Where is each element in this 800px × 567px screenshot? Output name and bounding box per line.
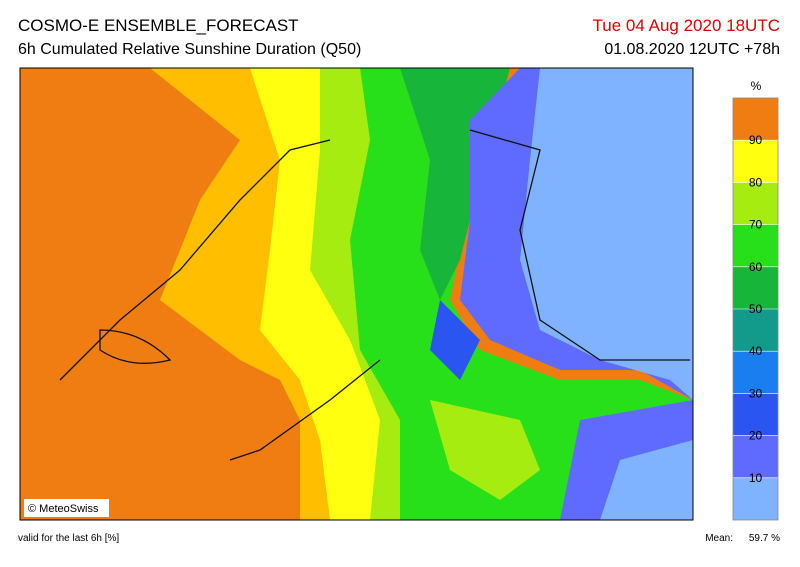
colorbar-band: [733, 351, 778, 394]
colorbar-band: [733, 224, 778, 267]
colorbar-tick-label: 10: [749, 471, 763, 485]
colorbar-band: [733, 266, 778, 309]
colorbar-tick-label: 60: [749, 260, 763, 274]
footer-note: valid for the last 6h [%]: [18, 533, 119, 544]
mean-label: Mean:: [705, 533, 733, 544]
colorbar-band: [733, 140, 778, 183]
colorbar-band: [733, 477, 778, 520]
colorbar-band: [733, 435, 778, 478]
mean-value: 59.7 %: [749, 533, 780, 544]
valid-time: Tue 04 Aug 2020 18UTC: [593, 16, 780, 35]
run-time: 01.08.2020 12UTC +78h: [604, 41, 780, 58]
colorbar-unit: %: [751, 79, 762, 93]
colorbar-tick-label: 70: [749, 218, 763, 232]
colorbar-tick-label: 50: [749, 302, 763, 316]
colorbar-tick-label: 90: [749, 133, 763, 147]
title: COSMO-E ENSEMBLE_FORECAST: [18, 16, 299, 35]
colorbar-band: [733, 182, 778, 225]
colorbar-band: [733, 98, 778, 141]
colorbar-band: [733, 309, 778, 352]
colorbar-band: [733, 393, 778, 436]
colorbar-tick-label: 40: [749, 344, 763, 358]
subtitle: 6h Cumulated Relative Sunshine Duration …: [18, 41, 361, 58]
copyright: © MeteoSwiss: [28, 503, 99, 515]
colorbar-tick-label: 30: [749, 386, 763, 400]
map: © MeteoSwiss: [19, 67, 694, 521]
colorbar-tick-label: 80: [749, 175, 763, 189]
colorbar-tick-label: 20: [749, 429, 763, 443]
colorbar: % 10 20 30 40 50 60 70 80 90: [732, 79, 779, 521]
